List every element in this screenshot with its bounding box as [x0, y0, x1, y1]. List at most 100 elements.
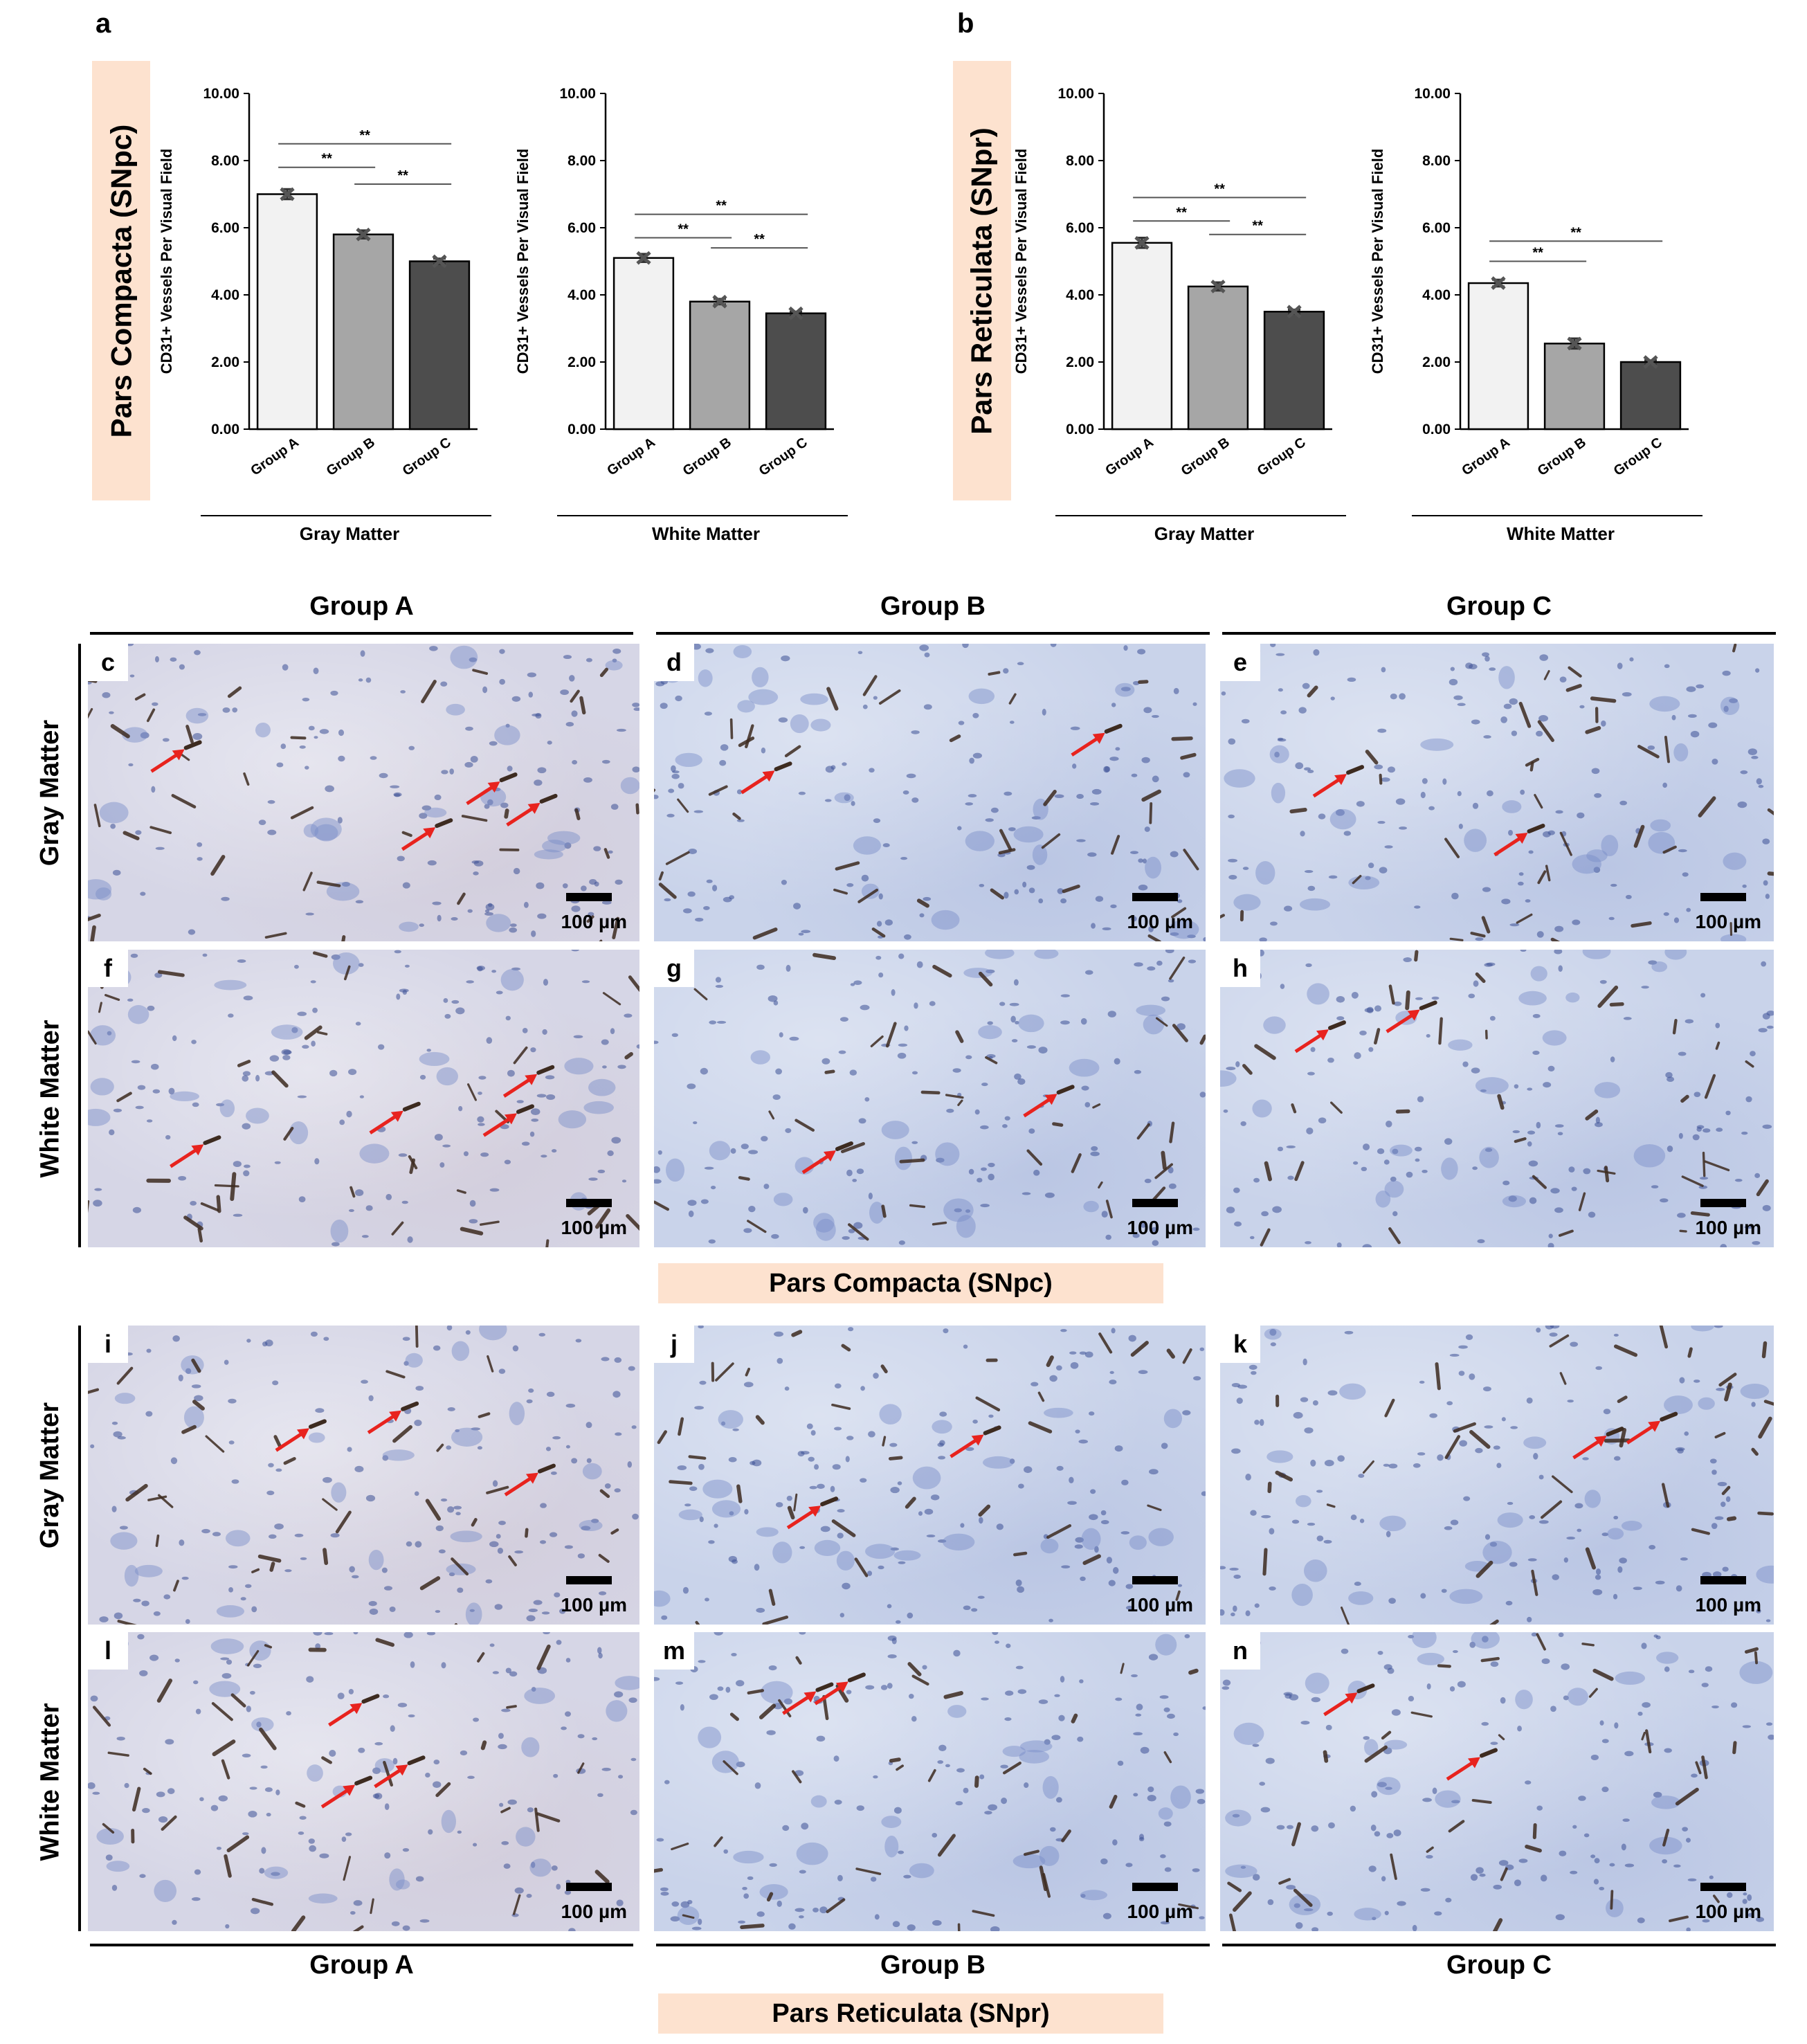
- vessel: [1327, 1020, 1346, 1031]
- cell-body: [326, 882, 360, 901]
- nucleus: [1269, 921, 1278, 926]
- nucleus: [221, 1673, 232, 1679]
- nucleus: [1259, 1419, 1264, 1427]
- nucleus: [1143, 707, 1152, 714]
- nucleus: [312, 1007, 318, 1013]
- nucleus: [1107, 1011, 1116, 1018]
- nucleus: [501, 1840, 509, 1845]
- arrow-icon: [814, 1672, 866, 1706]
- cell-body: [124, 1564, 139, 1587]
- vessel: [1388, 984, 1395, 1005]
- nucleus: [1352, 1161, 1359, 1165]
- y-tick-label: 2.00: [567, 354, 596, 370]
- nucleus: [1167, 1713, 1175, 1719]
- nucleus: [434, 794, 442, 801]
- vessel: [1610, 1890, 1614, 1910]
- scale-bar: [1132, 893, 1178, 901]
- bottom-header-group-a: Group A: [309, 1951, 414, 1980]
- nucleus: [379, 772, 388, 779]
- nucleus: [1044, 1192, 1055, 1198]
- nucleus: [439, 1162, 445, 1168]
- nucleus: [938, 1744, 947, 1752]
- nucleus: [1673, 1864, 1681, 1867]
- nucleus: [1570, 1341, 1579, 1347]
- nucleus: [801, 1823, 809, 1830]
- scale-bar: [1700, 1576, 1746, 1584]
- micrograph-panel-i: i 100 µm: [88, 1326, 639, 1625]
- nucleus: [868, 1193, 873, 1200]
- nucleus: [1547, 1242, 1554, 1247]
- vessel: [1744, 1647, 1759, 1654]
- nucleus: [394, 950, 401, 954]
- panel-letter-m: m: [654, 1632, 694, 1670]
- nucleus: [748, 1150, 759, 1155]
- vessel: [729, 1712, 739, 1721]
- nucleus: [419, 923, 424, 928]
- arrow-shaft: [275, 1431, 305, 1452]
- vessel: [654, 1867, 664, 1873]
- nucleus: [155, 847, 165, 850]
- cell-body: [737, 700, 755, 713]
- vessel: [88, 1030, 97, 1045]
- vessel: [435, 818, 453, 829]
- nucleus: [1477, 1239, 1485, 1244]
- nucleus: [489, 1643, 495, 1647]
- cell-body: [943, 1198, 974, 1222]
- nucleus: [682, 1586, 689, 1594]
- arrow-icon: [401, 818, 453, 851]
- nucleus: [1687, 1878, 1697, 1882]
- nucleus: [1413, 1463, 1421, 1468]
- nucleus: [299, 1816, 307, 1820]
- x-tick-label: Group B: [324, 435, 378, 479]
- nucleus: [469, 1219, 478, 1224]
- row-header-gray-compacta: Gray Matter: [28, 644, 73, 941]
- cell-body: [879, 1404, 902, 1425]
- vessel: [943, 1691, 963, 1699]
- arrow-shaft: [801, 1152, 832, 1175]
- nucleus: [814, 1464, 819, 1470]
- cell-body: [1656, 1652, 1679, 1664]
- cell-body: [790, 714, 809, 734]
- nucleus: [497, 1548, 504, 1554]
- cell-body: [494, 725, 520, 745]
- nucleus: [1072, 763, 1077, 769]
- cell-body: [893, 1550, 921, 1561]
- nucleus: [447, 1407, 455, 1411]
- vessel: [181, 1425, 197, 1434]
- nucleus: [1622, 691, 1632, 697]
- arrow-shaft: [950, 1437, 979, 1458]
- nucleus: [636, 1044, 639, 1049]
- vessel: [766, 1892, 774, 1902]
- nucleus: [1223, 1109, 1228, 1113]
- nucleus: [1286, 1885, 1296, 1890]
- arrow-head: [172, 749, 185, 761]
- cell-body: [88, 879, 112, 900]
- nucleus: [630, 1757, 637, 1762]
- bar-chart-compacta-gray: CD31+ Vessels Per Visual Field0.002.004.…: [158, 86, 491, 544]
- nucleus: [1458, 1371, 1465, 1376]
- nucleus: [923, 704, 932, 710]
- nucleus: [1021, 1192, 1031, 1195]
- vessel: [1326, 1503, 1336, 1508]
- nucleus: [473, 1717, 480, 1722]
- vessel: [1470, 932, 1486, 938]
- nucleus: [491, 970, 497, 973]
- nucleus: [466, 980, 474, 984]
- nucleus: [438, 1549, 446, 1554]
- vessel: [1291, 1103, 1297, 1114]
- vessel: [791, 1330, 803, 1337]
- nucleus: [1599, 979, 1607, 984]
- nucleus: [1561, 1663, 1570, 1670]
- nucleus: [615, 879, 623, 885]
- vessel: [1390, 1853, 1397, 1880]
- nucleus: [516, 1100, 524, 1103]
- cell-body: [1069, 1058, 1100, 1077]
- nucleus: [1680, 1557, 1688, 1561]
- vessel: [812, 952, 837, 961]
- nucleus: [714, 1523, 718, 1528]
- panel-letter-c: c: [88, 644, 128, 681]
- arrow-shaft: [741, 773, 770, 795]
- nucleus: [1559, 676, 1567, 682]
- cell-body: [170, 1091, 200, 1102]
- cell-body: [800, 693, 828, 705]
